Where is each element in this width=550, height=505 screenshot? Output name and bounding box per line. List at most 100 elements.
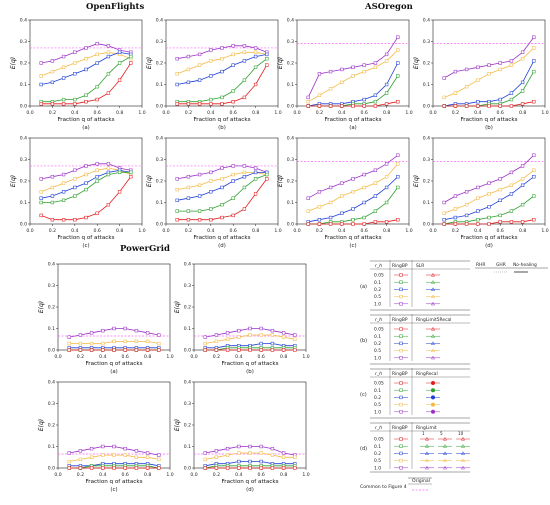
data-point (61, 181, 66, 185)
data-point (175, 82, 179, 87)
data-point (134, 348, 139, 352)
data-point (248, 348, 252, 352)
y-tick-label: 0.4 (184, 380, 191, 386)
data-point (112, 453, 116, 457)
x-tick-label: 0.8 (116, 228, 123, 234)
data-point (265, 52, 269, 57)
x-tick-label: 0.4 (71, 228, 78, 234)
data-point (351, 104, 355, 108)
x-tick-label: 0.6 (497, 110, 504, 116)
data-point (317, 72, 322, 76)
data-point (214, 348, 219, 352)
data-point (175, 72, 179, 76)
legend-swatch-marker (431, 402, 435, 407)
data-point (373, 181, 378, 185)
data-point (157, 333, 161, 337)
legend-swatch-marker (424, 451, 430, 455)
x-tick-label: 0.6 (94, 228, 101, 234)
legend-swatch-marker (442, 436, 448, 441)
y-axis-label: E(q) (146, 175, 153, 187)
data-point (442, 95, 446, 100)
data-point (242, 44, 247, 48)
data-point (362, 69, 366, 74)
legend-swatch-marker (442, 444, 448, 448)
legend-rh-header: r_h (375, 317, 382, 323)
data-point (134, 466, 139, 470)
x-axis-label: Fraction q of attacks (57, 117, 114, 123)
x-tick-label: 1.0 (166, 472, 173, 478)
data-point (396, 48, 400, 52)
legend-swatch-marker (399, 381, 403, 385)
data-point (306, 95, 310, 100)
data-point (509, 59, 514, 63)
data-point (145, 348, 150, 352)
data-point (129, 175, 133, 179)
data-point (95, 211, 99, 215)
y-tick-label: 0.1 (156, 200, 163, 206)
title-asoregon: ASOregon (365, 2, 413, 12)
plot-frame (29, 137, 143, 225)
x-tick-label: 0.2 (49, 228, 56, 234)
data-point (123, 453, 127, 457)
x-tick-label: 0.2 (213, 472, 220, 478)
data-point (61, 76, 66, 80)
data-point (78, 449, 83, 453)
data-point (73, 72, 77, 76)
data-point (145, 339, 150, 344)
data-point (253, 192, 258, 196)
data-point (270, 446, 275, 451)
data-point (532, 69, 536, 74)
legend-nohealing-label: No-healing (513, 262, 537, 268)
legend-table: RHR GHR No-healing(a)r_h RingBP SLR0.050.10.… (360, 260, 548, 491)
data-point (78, 457, 83, 462)
chart-panel: 0.0 0.2 0.4 0.6 0.8 1.0 0.0 0.1 0.2 0.3 0.4 E(q) Fra… (277, 18, 413, 131)
data-point (351, 190, 355, 194)
data-point (270, 466, 275, 470)
data-point (317, 93, 322, 97)
legend-r-value: 0.05 (374, 327, 384, 333)
y-tick-label: 0.3 (48, 283, 55, 289)
data-point (509, 170, 514, 175)
data-point (101, 444, 105, 449)
legend-swatch-marker (430, 355, 436, 360)
data-point (498, 177, 502, 181)
data-point (253, 65, 258, 69)
data-point (106, 172, 111, 177)
chart-panel: 0.0 0.2 0.4 0.6 0.8 1.0 0.0 0.1 0.2 0.3 0.4 E(q) Fra… (277, 136, 413, 249)
data-point (129, 170, 133, 175)
data-point (225, 331, 230, 335)
legend-swatch-marker (424, 465, 430, 470)
x-tick-label: 0.2 (185, 228, 192, 234)
x-tick-label: 0.8 (280, 354, 287, 360)
legend-swatch-marker (431, 381, 435, 385)
legend-swatch-marker (442, 451, 448, 455)
legend-col-header: RingBP (392, 263, 408, 269)
y-axis-label: E(q) (38, 301, 45, 313)
legend-swatch-marker (399, 287, 403, 292)
data-point (270, 341, 275, 346)
data-point (487, 63, 491, 67)
data-point (78, 466, 83, 470)
data-point (157, 341, 161, 346)
data-point (89, 455, 94, 459)
data-point (373, 65, 378, 69)
legend-swatch-marker (430, 301, 436, 306)
plot-frame (296, 137, 410, 225)
data-point (340, 80, 344, 85)
data-point (186, 67, 191, 72)
x-tick-label: 0.4 (474, 110, 481, 116)
x-tick-label: 0.0 (429, 110, 436, 116)
data-point (197, 102, 202, 106)
panel-caption: (b) (485, 125, 493, 131)
data-point (237, 466, 241, 470)
data-point (220, 69, 224, 74)
data-point (50, 194, 55, 198)
data-point (220, 95, 224, 100)
data-point (197, 183, 202, 187)
data-point (362, 185, 366, 190)
x-tick-label: 0.2 (316, 110, 323, 116)
data-point (220, 46, 224, 50)
data-point (73, 168, 77, 172)
data-point (95, 162, 99, 166)
data-point (175, 177, 179, 181)
